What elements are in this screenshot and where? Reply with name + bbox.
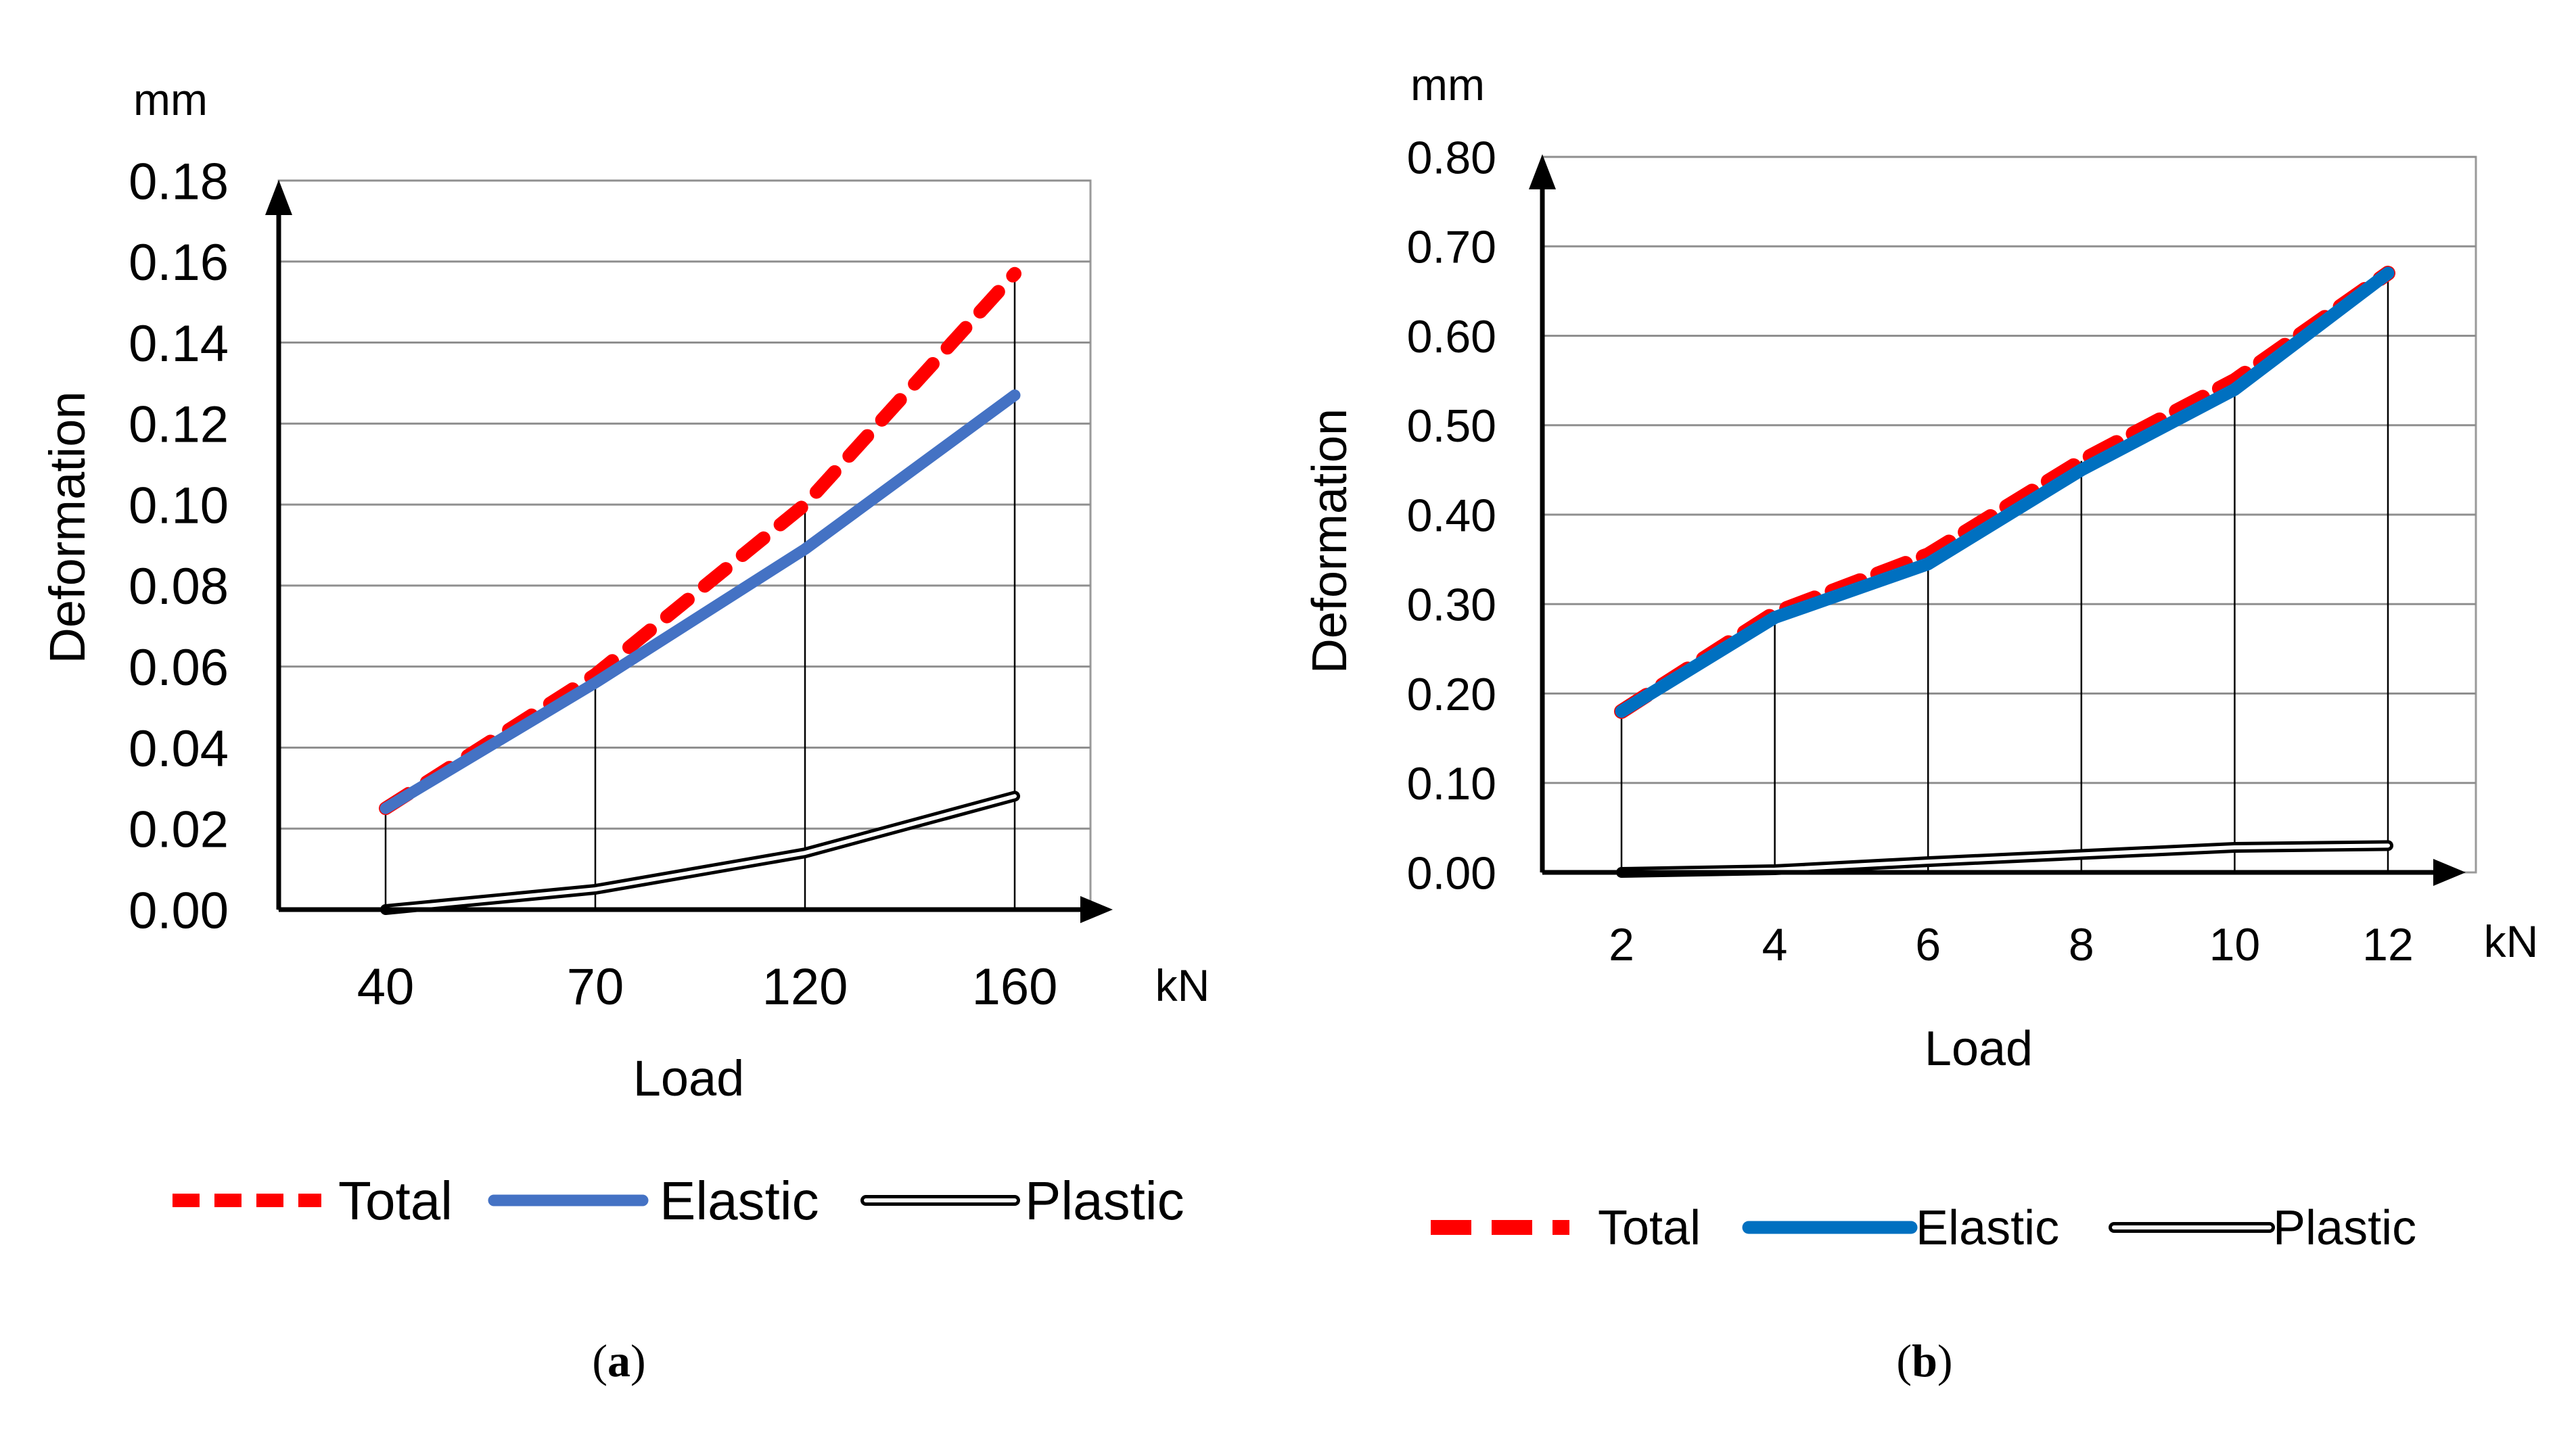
x-tick-label: 6: [1915, 919, 1941, 970]
panel-a-chart: 0.00 0.02 0.04 0.06 0.08 0.10 0.12 0.14 0.16 0.18…: [39, 74, 1210, 1386]
x-tick-label: 40: [357, 958, 415, 1016]
legend: Total Elastic Plastic: [172, 1171, 1184, 1231]
x-tick-label: 4: [1762, 919, 1788, 970]
y-tick-label: 0.70: [1407, 222, 1496, 273]
x-tick-label: 2: [1609, 919, 1634, 970]
y-tick-label: 0.06: [129, 639, 229, 697]
y-tick-label: 0.80: [1407, 132, 1496, 183]
x-tick-label: 70: [567, 958, 624, 1016]
y-tick-label: 0.20: [1407, 669, 1496, 720]
y-tick-label: 0.04: [129, 720, 229, 778]
legend-label-elastic: Elastic: [660, 1171, 819, 1231]
legend-label-plastic: Plastic: [2273, 1201, 2416, 1255]
y-tick-label: 0.10: [1407, 758, 1496, 810]
legend-label-total: Total: [338, 1171, 453, 1231]
y-tick-label: 0.50: [1407, 400, 1496, 452]
x-tick-label: 120: [762, 958, 848, 1016]
x-axis-title: Load: [1925, 1022, 2033, 1076]
y-tick-label: 0.00: [129, 882, 229, 939]
y-tick-label: 0.14: [129, 315, 229, 373]
series-total-line: [379, 266, 1021, 816]
plastic-line-outer: [380, 791, 1020, 915]
x-axis-arrow-icon: [1080, 896, 1113, 923]
y-tick-label: 0.40: [1407, 490, 1496, 541]
x-tick-label: 10: [2209, 919, 2261, 970]
y-tick-label: 0.60: [1407, 311, 1496, 362]
plastic-line-inner: [384, 794, 1017, 912]
panel-caption: (b): [1896, 1335, 1952, 1386]
legend-label-plastic: Plastic: [1025, 1171, 1184, 1231]
legend-label-elastic: Elastic: [1916, 1201, 2059, 1255]
series-plastic-line: [1616, 840, 2393, 878]
y-tick-label: 0.12: [129, 396, 229, 454]
x-axis-title: Load: [633, 1050, 745, 1106]
legend: Total Elastic Plastic: [1431, 1201, 2416, 1255]
series-plastic-line: [380, 791, 1020, 915]
panel-caption-letter: a: [607, 1335, 630, 1386]
y-tick-label: 0.02: [129, 801, 229, 859]
x-tick-label: 8: [2069, 919, 2094, 970]
x-axis-arrow-icon: [2433, 859, 2466, 886]
y-axis-title: Deformation: [1303, 408, 1357, 674]
panel-caption-letter: b: [1912, 1335, 1937, 1386]
panel-b-chart: 0.00 0.10 0.20 0.30 0.40 0.50 0.60 0.70 0.80 2 4 6 8…: [1303, 60, 2538, 1386]
x-tick-label: 12: [2362, 919, 2414, 970]
y-tick-label: 0.18: [129, 153, 229, 210]
y-axis-title: Deformation: [39, 391, 95, 663]
y-axis-arrow-icon: [1529, 154, 1556, 189]
series-elastic-line: [380, 389, 1021, 814]
y-tick-label: 0.30: [1407, 580, 1496, 631]
y-unit-label: mm: [1410, 60, 1485, 110]
y-axis-arrow-icon: [265, 180, 292, 215]
y-tick-label: 0.08: [129, 558, 229, 615]
y-tick-label: 0.16: [129, 234, 229, 291]
y-unit-label: mm: [133, 74, 208, 124]
panel-caption: (a): [592, 1335, 645, 1386]
y-tick-label: 0.00: [1407, 847, 1496, 899]
x-tick-label: 160: [972, 958, 1058, 1016]
series-elastic-line: [1615, 266, 2395, 718]
legend-label-total: Total: [1598, 1201, 1701, 1255]
x-unit-label: kN: [1155, 960, 1210, 1010]
x-unit-label: kN: [2484, 916, 2539, 966]
y-tick-label: 0.10: [129, 477, 229, 534]
